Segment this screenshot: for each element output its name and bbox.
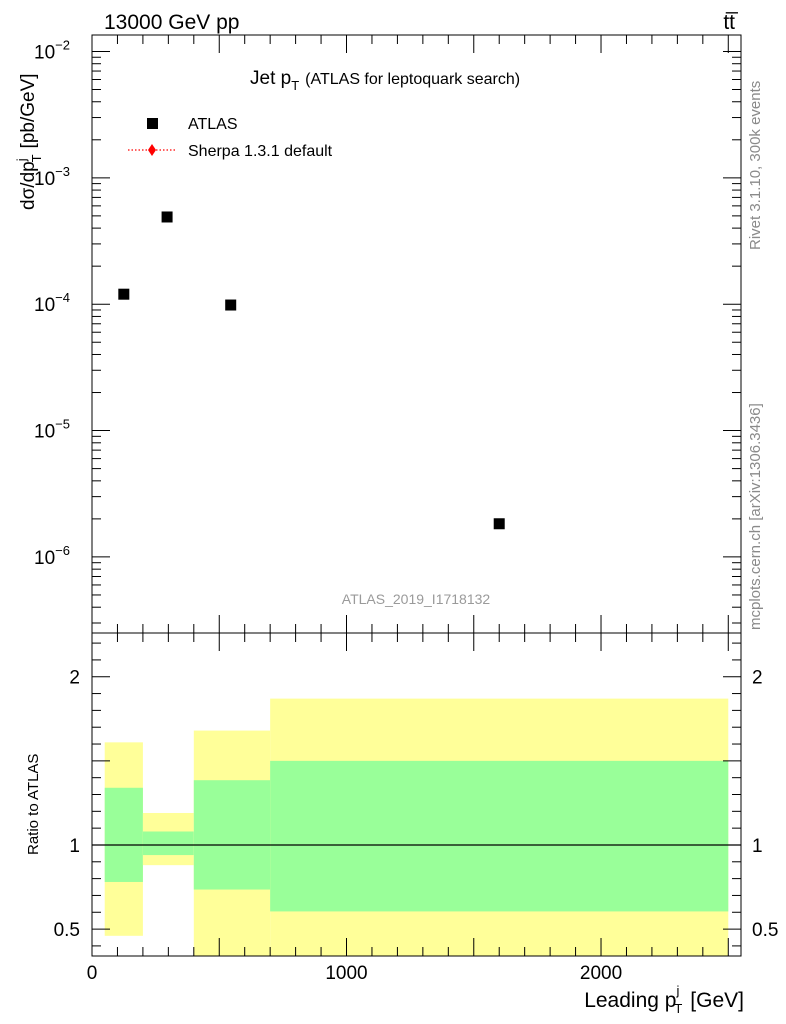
legend-atlas-marker: [147, 118, 158, 129]
atlas-point-0: [118, 288, 130, 300]
legend: ATLAS Sherpa 1.3.1 default: [128, 116, 333, 160]
main-y-tick-base: 10: [34, 422, 55, 443]
main-y-tick-label-2: 10−4: [34, 290, 70, 316]
ratio-y-tick-label-left-0: 0.5: [54, 920, 80, 941]
ratio-band-green-3: [270, 760, 729, 912]
analysis-watermark: ATLAS_2019_I1718132: [342, 591, 491, 607]
legend-sherpa-marker: [148, 144, 156, 156]
x-tick-label-0: 0: [87, 963, 98, 984]
atlas-point-1: [161, 211, 173, 223]
xlabel-main: Leading p: [584, 989, 676, 1012]
ratio-y-ticks: 0.5 0.5 1 1 2 2: [54, 642, 778, 947]
ratio-bands: [104, 698, 729, 956]
x-ticks: 0 1000 2000: [87, 35, 729, 984]
plot-title-sub: T: [291, 78, 299, 93]
main-y-axis-label: dσ/dpjT [pb/GeV]: [14, 73, 44, 210]
ylabel-sup: j: [14, 158, 29, 162]
xlabel-unit: [GeV]: [690, 989, 744, 1012]
main-y-tick-label-4: 10−2: [34, 37, 70, 63]
ylabel-main: dσ/dp: [18, 161, 39, 210]
atlas-data-points: [118, 211, 505, 530]
x-axis-label: Leading pj T [GeV]: [584, 983, 744, 1016]
header-process: tt̅: [723, 11, 739, 34]
ratio-band-green-1: [142, 831, 194, 856]
main-y-tick-exp: −3: [55, 164, 70, 179]
main-y-tick-label-3: 10−3: [34, 164, 70, 190]
main-y-ticks: 10−610−510−410−310−2: [34, 37, 741, 624]
main-y-tick-base: 10: [34, 295, 55, 316]
header-energy: 13000 GeV pp: [104, 11, 239, 34]
main-y-tick-exp: −5: [55, 417, 70, 432]
main-y-tick-exp: −4: [55, 290, 70, 305]
mcplots-label: mcplots.cern.ch [arXiv:1306.3436]: [747, 403, 764, 630]
xlabel-sup: j: [675, 983, 679, 998]
ratio-band-green-0: [104, 787, 143, 882]
ylabel-unit: [pb/GeV]: [18, 73, 39, 148]
main-y-tick-base: 10: [34, 42, 55, 63]
main-y-tick-exp: −2: [55, 37, 70, 52]
ratio-y-tick-label-right-0: 0.5: [752, 920, 778, 941]
ratio-y-tick-label-right-1: 1: [752, 836, 763, 857]
ratio-band-green-2: [193, 780, 271, 890]
ratio-y-axis-label: Ratio to ATLAS: [25, 754, 42, 855]
x-tick-label-2: 2000: [580, 963, 622, 984]
main-y-tick-exp: −6: [55, 543, 70, 558]
x-tick-label-1: 1000: [325, 963, 367, 984]
ratio-y-tick-label-left-1: 1: [69, 836, 80, 857]
main-y-tick-label-0: 10−6: [34, 543, 70, 569]
main-y-tick-label-1: 10−5: [34, 417, 70, 443]
legend-atlas-label: ATLAS: [188, 116, 238, 133]
plot-title: Jet pT (ATLAS for leptoquark search): [250, 68, 520, 93]
ylabel-sub: T: [29, 154, 44, 162]
xlabel-sub: T: [674, 1001, 682, 1016]
main-y-tick-base: 10: [34, 548, 55, 569]
ratio-y-tick-label-right-2: 2: [752, 668, 763, 689]
main-y-tick-base: 10: [34, 169, 55, 190]
ratio-y-tick-label-left-2: 2: [69, 668, 80, 689]
atlas-point-2: [225, 299, 237, 311]
plot-title-main: Jet p: [250, 68, 291, 89]
rivet-label: Rivet 3.1.10, 300k events: [747, 81, 764, 250]
atlas-point-3: [493, 518, 505, 530]
legend-sherpa-label: Sherpa 1.3.1 default: [188, 143, 333, 160]
plot-title-rest: (ATLAS for leptoquark search): [305, 71, 520, 88]
